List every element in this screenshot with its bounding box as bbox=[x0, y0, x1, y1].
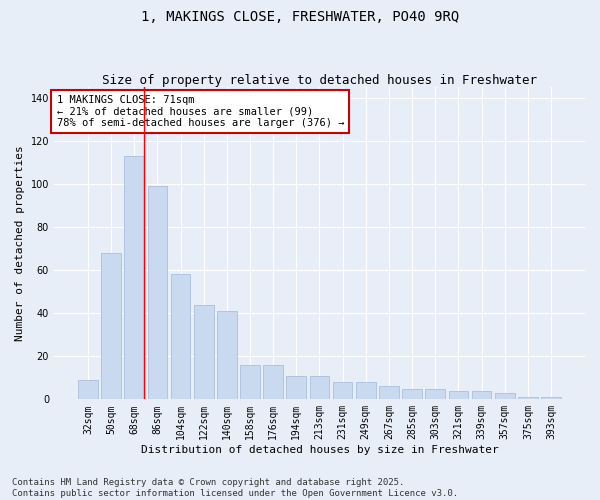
Bar bbox=[518, 397, 538, 400]
Title: Size of property relative to detached houses in Freshwater: Size of property relative to detached ho… bbox=[102, 74, 537, 87]
Bar bbox=[356, 382, 376, 400]
Bar bbox=[310, 376, 329, 400]
Bar bbox=[124, 156, 144, 400]
Text: 1 MAKINGS CLOSE: 71sqm
← 21% of detached houses are smaller (99)
78% of semi-det: 1 MAKINGS CLOSE: 71sqm ← 21% of detached… bbox=[56, 95, 344, 128]
Bar bbox=[217, 311, 236, 400]
Bar bbox=[333, 382, 352, 400]
Bar bbox=[170, 274, 190, 400]
Bar bbox=[263, 365, 283, 400]
Y-axis label: Number of detached properties: Number of detached properties bbox=[15, 146, 25, 341]
Bar bbox=[240, 365, 260, 400]
Bar bbox=[472, 390, 491, 400]
Text: 1, MAKINGS CLOSE, FRESHWATER, PO40 9RQ: 1, MAKINGS CLOSE, FRESHWATER, PO40 9RQ bbox=[141, 10, 459, 24]
Bar bbox=[495, 393, 515, 400]
Bar bbox=[425, 388, 445, 400]
Bar bbox=[402, 388, 422, 400]
Bar bbox=[449, 390, 468, 400]
Bar bbox=[101, 253, 121, 400]
Bar bbox=[286, 376, 306, 400]
Bar bbox=[541, 397, 561, 400]
X-axis label: Distribution of detached houses by size in Freshwater: Distribution of detached houses by size … bbox=[140, 445, 499, 455]
Bar bbox=[78, 380, 98, 400]
Bar bbox=[194, 304, 214, 400]
Text: Contains HM Land Registry data © Crown copyright and database right 2025.
Contai: Contains HM Land Registry data © Crown c… bbox=[12, 478, 458, 498]
Bar bbox=[148, 186, 167, 400]
Bar bbox=[379, 386, 399, 400]
